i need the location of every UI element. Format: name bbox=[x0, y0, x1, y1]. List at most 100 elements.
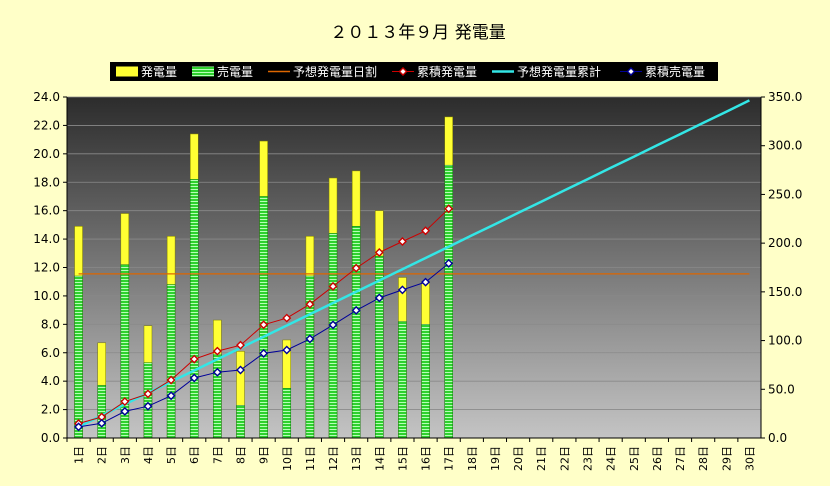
line-forecast-cumulative bbox=[78, 99, 750, 428]
marker-cumulative-generation bbox=[236, 340, 245, 350]
bar-sold bbox=[351, 226, 361, 439]
marker-cumulative-generation bbox=[374, 248, 384, 257]
marker-cumulative-sold bbox=[351, 305, 361, 315]
x-tick-label: 20日 bbox=[512, 446, 525, 471]
marker-cumulative-sold bbox=[189, 373, 199, 383]
marker-cumulative-generation bbox=[444, 204, 454, 214]
x-tick-label: 13日 bbox=[350, 446, 363, 471]
marker-cumulative-sold bbox=[374, 293, 384, 303]
bar-sold bbox=[213, 353, 222, 439]
marker-cumulative-sold bbox=[282, 345, 292, 355]
marker-cumulative-generation bbox=[143, 389, 153, 399]
y-tick-label-right: 250.0 bbox=[768, 187, 802, 201]
bar-sold bbox=[74, 275, 83, 439]
x-tick-label: 1日 bbox=[73, 446, 86, 464]
marker-cumulative-generation bbox=[166, 375, 176, 385]
bar-sold bbox=[259, 196, 268, 439]
y-tick-label-left: 22.0 bbox=[33, 118, 60, 132]
x-tick-label: 9日 bbox=[258, 446, 271, 464]
y-tick-label-left: 0.0 bbox=[41, 431, 60, 445]
legend-label: 累積発電量 bbox=[417, 64, 477, 79]
marker-cumulative-sold bbox=[120, 406, 130, 416]
x-tick-label: 18日 bbox=[466, 446, 479, 471]
bars bbox=[74, 116, 453, 439]
legend-label: 累積売電量 bbox=[645, 64, 705, 79]
x-tick-label: 14日 bbox=[373, 446, 386, 471]
y-tick-label-right: 350.0 bbox=[768, 90, 802, 104]
x-tick-label: 29日 bbox=[720, 446, 733, 471]
lines bbox=[74, 99, 750, 432]
bar-sold bbox=[236, 405, 245, 439]
x-tick-label: 2日 bbox=[96, 446, 109, 464]
bar-sold bbox=[282, 388, 292, 439]
y-tick-label-left: 20.0 bbox=[33, 147, 60, 161]
marker-cumulative-generation bbox=[397, 236, 407, 246]
bar-sold bbox=[97, 385, 106, 439]
marker-cumulative-generation bbox=[282, 313, 292, 323]
gridlines bbox=[67, 96, 761, 410]
bar-sold bbox=[143, 362, 153, 439]
marker-cumulative-sold bbox=[236, 365, 245, 375]
bar-sold bbox=[421, 324, 430, 439]
x-tick-label: 17日 bbox=[443, 446, 456, 471]
x-tick-label: 23日 bbox=[582, 446, 595, 471]
x-tick-label: 19日 bbox=[489, 446, 502, 471]
y-tick-label-right: 150.0 bbox=[768, 285, 802, 299]
x-tick-label: 5日 bbox=[165, 446, 178, 464]
x-tick-label: 8日 bbox=[235, 446, 248, 464]
x-tick-label: 21日 bbox=[535, 446, 548, 471]
x-tick-label: 30日 bbox=[743, 446, 756, 471]
y-tick-label-right: 300.0 bbox=[768, 139, 802, 153]
marker-cumulative-generation bbox=[189, 354, 199, 364]
bar-sold bbox=[189, 179, 199, 439]
y-axis-left: 0.0 2.0 4.0 6.0 8.0 10.0 12.0 14.0 16.0 18.0 20.0 2… bbox=[33, 90, 68, 445]
legend-label: 売電量 bbox=[217, 64, 253, 79]
x-tick-label: 7日 bbox=[211, 446, 224, 464]
legend: 発電量 売電量 予想発電量日割 累積発電量 予想発電量累計 累積売電量 bbox=[110, 62, 718, 81]
x-tick-label: 15日 bbox=[396, 446, 409, 471]
chart-title: ２０１３年９月 発電量 bbox=[330, 23, 505, 43]
legend-swatch bbox=[116, 66, 138, 77]
x-tick-label: 24日 bbox=[605, 446, 618, 471]
marker-cumulative-generation bbox=[421, 226, 431, 236]
y-tick-label-left: 18.0 bbox=[33, 175, 60, 189]
bar-sold bbox=[398, 321, 407, 439]
x-tick-label: 28日 bbox=[697, 446, 710, 471]
legend-marker bbox=[626, 67, 636, 76]
x-tick-label: 27日 bbox=[674, 446, 687, 471]
x-tick-label: 12日 bbox=[327, 446, 340, 471]
y-tick-label-right: 200.0 bbox=[768, 236, 802, 250]
marker-cumulative-generation bbox=[328, 281, 338, 291]
y-tick-label-left: 4.0 bbox=[41, 374, 60, 388]
y-tick-label-left: 8.0 bbox=[41, 317, 60, 331]
bar-sold bbox=[166, 284, 176, 439]
y-tick-label-left: 6.0 bbox=[41, 346, 60, 360]
marker-cumulative-sold bbox=[328, 320, 338, 330]
marker-cumulative-sold bbox=[97, 418, 107, 428]
bar-sold bbox=[328, 233, 338, 439]
y-tick-label-left: 2.0 bbox=[41, 403, 60, 417]
marker-cumulative-generation bbox=[212, 346, 222, 356]
x-tick-label: 11日 bbox=[304, 446, 317, 471]
x-tick-label: 10日 bbox=[281, 446, 294, 471]
y-tick-label-right: 0.0 bbox=[768, 431, 787, 445]
bar-sold bbox=[375, 255, 384, 439]
legend-marker bbox=[398, 67, 408, 76]
x-tick-label: 3日 bbox=[119, 446, 132, 464]
x-tick-label: 25日 bbox=[628, 446, 641, 471]
marker-cumulative-sold bbox=[74, 422, 84, 432]
legend-label: 予想発電量日割 bbox=[293, 64, 377, 79]
y-tick-label-right: 100.0 bbox=[768, 334, 802, 348]
legend-label: 発電量 bbox=[141, 65, 177, 79]
marker-cumulative-sold bbox=[444, 258, 454, 268]
y-tick-label-left: 10.0 bbox=[33, 289, 60, 303]
x-tick-label: 22日 bbox=[558, 446, 571, 471]
marker-cumulative-sold bbox=[305, 334, 315, 344]
marker-cumulative-sold bbox=[143, 401, 153, 411]
y-tick-label-left: 12.0 bbox=[33, 261, 60, 275]
x-axis: 1日 2日 3日 4日 5日 6日 7日 8日 9日 10日 11日 12日 13日 14日 15日 16日 1… bbox=[66, 437, 761, 471]
marker-cumulative-sold bbox=[166, 391, 176, 401]
y-tick-label-left: 14.0 bbox=[33, 232, 60, 246]
y-tick-label-left: 16.0 bbox=[33, 204, 60, 218]
